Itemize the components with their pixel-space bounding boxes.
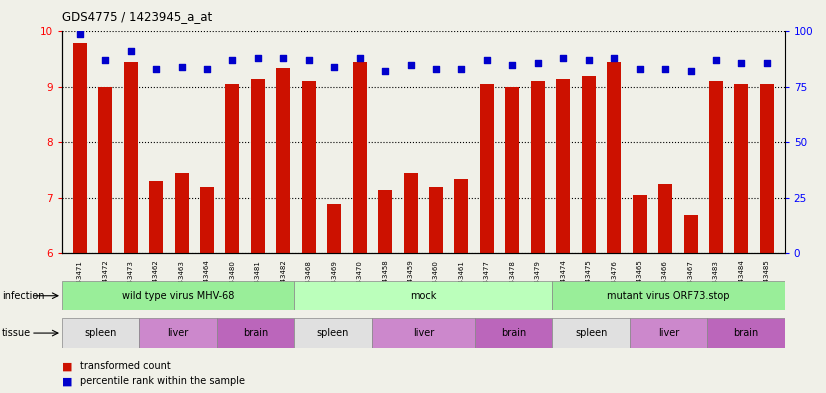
Bar bbox=[556, 79, 570, 253]
Bar bbox=[404, 173, 418, 253]
Point bbox=[74, 31, 87, 37]
Point bbox=[557, 55, 570, 61]
Text: transformed count: transformed count bbox=[80, 361, 171, 371]
Bar bbox=[684, 215, 697, 253]
Point bbox=[328, 64, 341, 70]
Bar bbox=[475, 318, 553, 348]
Text: brain: brain bbox=[733, 328, 758, 338]
Bar bbox=[294, 318, 372, 348]
Point bbox=[633, 66, 646, 72]
Bar bbox=[734, 84, 748, 253]
Bar bbox=[62, 281, 294, 310]
Text: ■: ■ bbox=[62, 361, 73, 371]
Bar bbox=[301, 81, 316, 253]
Point bbox=[201, 66, 214, 72]
Bar bbox=[707, 318, 785, 348]
Text: spleen: spleen bbox=[575, 328, 607, 338]
Text: spleen: spleen bbox=[317, 328, 349, 338]
Bar bbox=[124, 62, 138, 253]
Point bbox=[150, 66, 163, 72]
Bar bbox=[353, 62, 367, 253]
Text: brain: brain bbox=[501, 328, 526, 338]
Bar bbox=[582, 76, 596, 253]
Point bbox=[760, 59, 773, 66]
Bar bbox=[150, 181, 163, 253]
Point bbox=[404, 62, 417, 68]
Point bbox=[430, 66, 443, 72]
Bar bbox=[378, 190, 392, 253]
Bar bbox=[98, 87, 112, 253]
Bar bbox=[73, 42, 87, 253]
Bar bbox=[372, 318, 475, 348]
Point bbox=[225, 57, 239, 63]
Point bbox=[98, 57, 112, 63]
Bar bbox=[140, 318, 216, 348]
Bar bbox=[294, 281, 553, 310]
Bar bbox=[225, 84, 240, 253]
Bar bbox=[629, 318, 707, 348]
Text: wild type virus MHV-68: wild type virus MHV-68 bbox=[122, 291, 235, 301]
Bar bbox=[607, 62, 621, 253]
Text: mutant virus ORF73.stop: mutant virus ORF73.stop bbox=[607, 291, 730, 301]
Text: percentile rank within the sample: percentile rank within the sample bbox=[80, 376, 245, 386]
Bar bbox=[454, 178, 468, 253]
Point bbox=[658, 66, 672, 72]
Text: brain: brain bbox=[243, 328, 268, 338]
Bar bbox=[200, 187, 214, 253]
Point bbox=[582, 57, 596, 63]
Bar bbox=[327, 204, 341, 253]
Bar bbox=[174, 173, 188, 253]
Bar bbox=[531, 81, 545, 253]
Bar bbox=[216, 318, 294, 348]
Bar bbox=[429, 187, 443, 253]
Text: ■: ■ bbox=[62, 376, 73, 386]
Text: infection: infection bbox=[2, 291, 44, 301]
Point bbox=[506, 62, 519, 68]
Bar bbox=[553, 281, 785, 310]
Bar bbox=[480, 84, 494, 253]
Point bbox=[735, 59, 748, 66]
Bar bbox=[277, 68, 291, 253]
Bar bbox=[709, 81, 723, 253]
Text: liver: liver bbox=[168, 328, 188, 338]
Point bbox=[277, 55, 290, 61]
Point bbox=[124, 48, 137, 55]
Bar bbox=[553, 318, 629, 348]
Text: mock: mock bbox=[411, 291, 436, 301]
Point bbox=[302, 57, 316, 63]
Point bbox=[481, 57, 494, 63]
Point bbox=[608, 55, 621, 61]
Point bbox=[353, 55, 366, 61]
Point bbox=[684, 68, 697, 75]
Text: tissue: tissue bbox=[2, 328, 31, 338]
Bar bbox=[658, 184, 672, 253]
Bar bbox=[633, 195, 647, 253]
Text: spleen: spleen bbox=[84, 328, 116, 338]
Point bbox=[710, 57, 723, 63]
Point bbox=[378, 68, 392, 75]
Bar bbox=[62, 318, 140, 348]
Text: GDS4775 / 1423945_a_at: GDS4775 / 1423945_a_at bbox=[62, 10, 212, 23]
Bar bbox=[506, 87, 520, 253]
Point bbox=[455, 66, 468, 72]
Text: liver: liver bbox=[413, 328, 434, 338]
Bar bbox=[251, 79, 265, 253]
Point bbox=[251, 55, 264, 61]
Point bbox=[175, 64, 188, 70]
Point bbox=[531, 59, 544, 66]
Text: liver: liver bbox=[658, 328, 679, 338]
Bar bbox=[760, 84, 774, 253]
